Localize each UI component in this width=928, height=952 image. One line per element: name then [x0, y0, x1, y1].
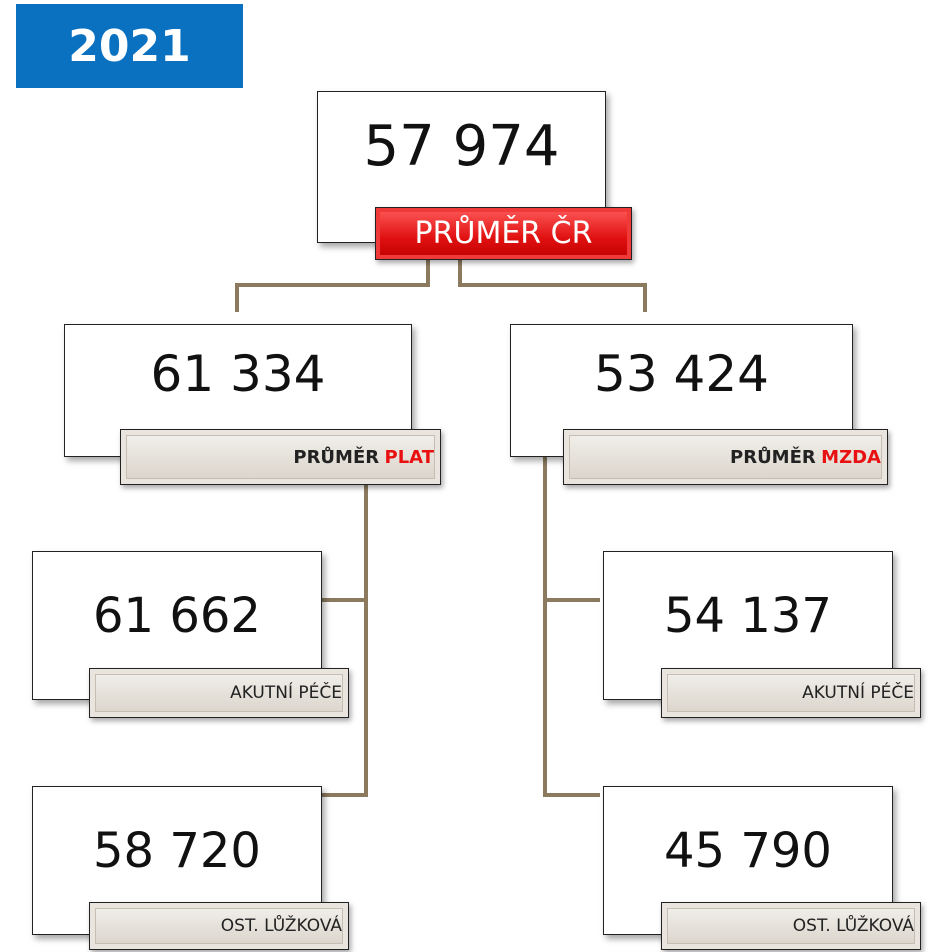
node-value: 54 137 [664, 588, 832, 644]
node-value: 61 662 [93, 588, 261, 644]
label-text: AKUTNÍ PÉČE [802, 683, 914, 703]
node-label: OST. LŮŽKOVÁ [89, 902, 349, 950]
node-label: PRŮMĚR MZDA [563, 429, 888, 485]
node-value: 57 974 [363, 114, 560, 179]
node-label: PRŮMĚR ČR [375, 207, 632, 260]
label-highlight: PLAT [384, 446, 434, 468]
node-value: 45 790 [664, 823, 832, 879]
node-value: 53 424 [594, 345, 769, 403]
node-label: AKUTNÍ PÉČE [661, 668, 921, 718]
node-label: OST. LŮŽKOVÁ [661, 902, 921, 950]
label-text: OST. LŮŽKOVÁ [220, 916, 342, 936]
connector [458, 258, 647, 312]
node-label: PRŮMĚR PLAT [120, 429, 441, 485]
node-label: AKUTNÍ PÉČE [89, 668, 349, 718]
node-value: 61 334 [150, 345, 326, 403]
label-text: PRŮMĚR [293, 446, 380, 468]
connector [235, 258, 430, 312]
label-text: PRŮMĚR ČR [414, 216, 593, 251]
label-text: PRŮMĚR [730, 446, 816, 468]
label-text: OST. LŮŽKOVÁ [792, 916, 914, 936]
label-text: AKUTNÍ PÉČE [230, 683, 342, 703]
year-badge: 2021 [16, 4, 243, 88]
label-highlight: MZDA [821, 446, 881, 468]
node-value: 58 720 [93, 823, 261, 879]
